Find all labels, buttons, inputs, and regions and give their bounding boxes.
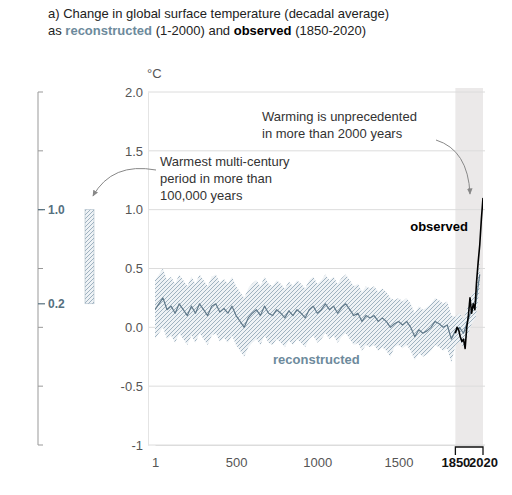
y-tick: 0.5: [125, 261, 148, 276]
subtitle-part: observed: [234, 23, 292, 38]
y-tick: -1: [131, 438, 148, 453]
x-tick-label: 1850: [441, 455, 470, 470]
paleo-axis-tick: [38, 268, 43, 269]
chart-svg: a) Change in global surface temperature …: [0, 0, 512, 495]
grid-line: [148, 150, 485, 151]
x-tick-label: 1500: [385, 455, 414, 470]
grid-line: [148, 209, 485, 210]
subtitle: as reconstructed (1-2000) and observed (…: [48, 23, 366, 38]
annotation: Warming is unprecedented in more than 200…: [262, 109, 417, 141]
paleo-axis-tick: [38, 150, 43, 151]
y-tick-label: 0.5: [125, 261, 143, 276]
title: a) Change in global surface temperature …: [48, 6, 389, 21]
grid-line: [148, 386, 485, 387]
grid-line: [148, 445, 485, 446]
annotation-line: 100,000 years: [160, 188, 243, 203]
paleo-axis-tick: [38, 386, 43, 387]
paleo-axis-tick: [38, 445, 43, 446]
annotation-line: Warmest multi-century: [160, 154, 290, 169]
paleo-range-tick: [38, 303, 45, 304]
x-axis: 15001000150018502020: [152, 445, 498, 470]
y-axis-line: [148, 93, 149, 446]
plot-marks: [155, 198, 483, 363]
grid-line: [148, 92, 485, 93]
x-tick: 1: [152, 445, 159, 470]
x-tick: 500: [226, 445, 248, 470]
y-tick: -0.5: [121, 379, 148, 394]
subtitle-part: (1850-2020): [292, 23, 366, 38]
subtitle-part: as: [48, 23, 65, 38]
paleo-axis-tick: [38, 92, 43, 93]
y-axis-title: °C: [147, 66, 162, 81]
y-tick-label: -0.5: [121, 379, 143, 394]
chart-container: a) Change in global surface temperature …: [0, 0, 512, 495]
paleo-range-tick: [38, 209, 45, 210]
paleo-range-label: 1.0: [48, 203, 65, 217]
y-tick: 0.0: [125, 320, 148, 335]
series-label: reconstructed: [273, 352, 360, 367]
y-tick-label: 2.0: [125, 85, 143, 100]
subtitle-part: reconstructed: [65, 23, 152, 38]
grid: [148, 92, 485, 445]
subtitle-part: (1-2000) and: [152, 23, 234, 38]
annotation-line: in more than 2000 years: [262, 126, 403, 141]
annotation-line: period in more than: [160, 171, 272, 186]
annotation: Warmest multi-century period in more than…: [160, 154, 290, 203]
paleo-range-label: 0.2: [48, 297, 65, 311]
y-tick-label: -1: [131, 438, 143, 453]
y-tick: 1.0: [125, 202, 148, 217]
series-label: observed: [410, 219, 468, 234]
grid-line: [148, 268, 485, 269]
paleo-axis-tick: [38, 327, 43, 328]
annotation-line: Warming is unprecedented: [262, 109, 417, 124]
paleo-range-bar: [85, 210, 94, 304]
annotation-arrow: [93, 168, 156, 196]
x-tick-label: 1000: [303, 455, 332, 470]
y-tick-label: 0.0: [125, 320, 143, 335]
x-tick-label: 2020: [469, 455, 498, 470]
y-axis: -1 -0.5 0.0 0.5 1.0 1.5 2.0: [121, 85, 149, 453]
observed-period-bracket: [455, 447, 483, 455]
y-tick: 1.5: [125, 143, 148, 158]
x-tick-label: 500: [226, 455, 248, 470]
uncertainty-band: [155, 260, 480, 362]
annotation-arrow: [436, 140, 470, 194]
series-line: [155, 274, 480, 339]
y-tick-label: 1.0: [125, 202, 143, 217]
x-tick: 1500: [385, 445, 414, 470]
y-tick-label: 1.5: [125, 143, 143, 158]
x-tick-label: 1: [152, 455, 159, 470]
x-tick: 1000: [303, 445, 332, 470]
y-tick: 2.0: [125, 85, 148, 100]
x-axis-line: [156, 445, 484, 446]
